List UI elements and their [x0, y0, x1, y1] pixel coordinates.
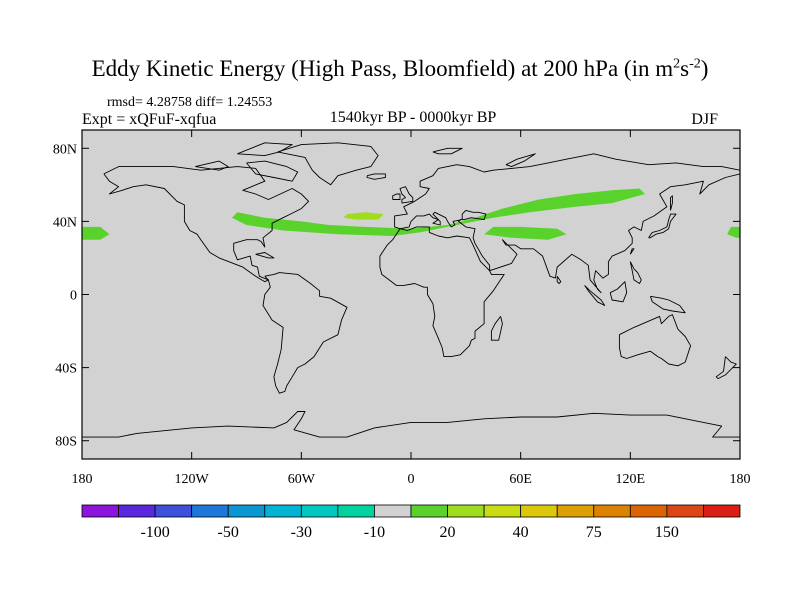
title-exponent-1: 2 [673, 56, 681, 72]
season-label: DJF [691, 111, 718, 128]
coastline-africa [379, 226, 505, 358]
lon-tick-label: 120E [616, 472, 646, 487]
coastline-victoria-island [195, 160, 229, 171]
coastline-ellesmere-island [237, 142, 293, 157]
coastline-new-zealand [715, 356, 737, 380]
map-background [82, 130, 740, 459]
colorbar-box [447, 504, 485, 518]
coastline-north-america [103, 166, 310, 283]
lat-tick-label: 40N [53, 215, 77, 230]
title-close-paren: ) [700, 56, 709, 81]
lat-tick-label: 40S [55, 362, 77, 377]
colorbar-box [483, 504, 522, 518]
asia-jet-patch [484, 226, 567, 240]
colorbar-label: 150 [655, 524, 679, 541]
title-text: Eddy Kinetic Energy (High Pass, Bloomfie… [91, 56, 674, 81]
lat-tick-label: 80N [53, 142, 77, 157]
colorbar-box [556, 504, 595, 518]
colorbar-label: 75 [586, 524, 602, 541]
lat-tick-label: 80S [55, 435, 77, 450]
coastline-eurasia [394, 153, 740, 294]
colorbar-box [227, 504, 266, 518]
coastline-cuba [255, 252, 275, 259]
title-exponent-2: -2 [689, 56, 701, 72]
colorbar-box [593, 504, 631, 518]
coastline-iceland [366, 173, 386, 180]
anomaly-regions [82, 188, 740, 240]
title-unit-s: s [680, 56, 690, 81]
lat-tick-label: 0 [70, 289, 77, 304]
colorbar-label: 40 [513, 524, 529, 541]
colorbar-box [300, 504, 339, 518]
pacific-patch-east [727, 226, 740, 238]
colorbar-box [629, 504, 668, 518]
coastline-novaya-zemlya [505, 153, 536, 168]
colorbar-box [374, 504, 412, 518]
coastline-greenland [277, 142, 379, 186]
coastline-taiwan [629, 248, 635, 255]
axis-ticks: 80N 40N 0 40S 80S 180 120W 60W 0 60E 120E 180 [53, 130, 751, 487]
colorbar-box [264, 504, 302, 518]
colorbar-label: -100 [140, 524, 169, 541]
coastline-sri-lanka [556, 275, 562, 284]
coastline-sumatra [584, 285, 606, 306]
stats-label: rmsd= 4.28758 diff= 1.24553 [107, 95, 273, 110]
chart-title: Eddy Kinetic Energy (High Pass, Bloomfie… [0, 56, 800, 82]
colorbar-box [520, 504, 558, 518]
coastline-sakhalin [670, 195, 673, 211]
coastline-ireland [392, 193, 401, 200]
storm-track-core [343, 212, 384, 220]
coastline-australia [618, 314, 692, 367]
coastline-svalbard [432, 147, 463, 155]
coastline-new-guinea [649, 295, 686, 314]
coastline-borneo [609, 281, 628, 303]
storm-track-main [231, 188, 645, 236]
lon-tick-label: 0 [408, 472, 415, 487]
lon-tick-label: 120W [175, 472, 210, 487]
colorbar-box [703, 504, 741, 518]
period-label: 1540kyr BP - 0000kyr BP [329, 109, 497, 126]
colorbar-box [666, 504, 704, 518]
colorbar-label: -50 [218, 524, 239, 541]
pacific-patch-west [82, 226, 110, 240]
coastline-british-isles [399, 186, 414, 204]
colorbar-label: 20 [440, 524, 456, 541]
lon-tick-label: 60E [509, 472, 532, 487]
colorbar-label: -30 [291, 524, 312, 541]
colorbar-box [118, 504, 156, 518]
colorbar-box [81, 504, 119, 518]
colorbar-box [154, 504, 193, 518]
coastline-madagascar [490, 316, 503, 341]
coastline-antarctica [82, 411, 740, 438]
coastline-japan [648, 213, 677, 239]
colorbar-boxes [81, 504, 741, 518]
lon-tick-label: 180 [72, 472, 93, 487]
colorbar-box [337, 504, 375, 518]
experiment-label: Expt = xQFuF-xqfua [82, 111, 217, 128]
lon-tick-label: 180 [730, 472, 751, 487]
colorbar-box [191, 504, 229, 518]
coastline-south-america [262, 272, 348, 394]
colorbar-box [410, 504, 448, 518]
lon-tick-label: 60W [288, 472, 316, 487]
colorbar-labels: -100 -50 -30 -10 20 40 75 150 [140, 524, 678, 541]
colorbar-label: -10 [364, 524, 385, 541]
coastline-philippines [629, 261, 642, 284]
coastline-baffin-island [246, 160, 299, 182]
coastlines [82, 142, 740, 438]
